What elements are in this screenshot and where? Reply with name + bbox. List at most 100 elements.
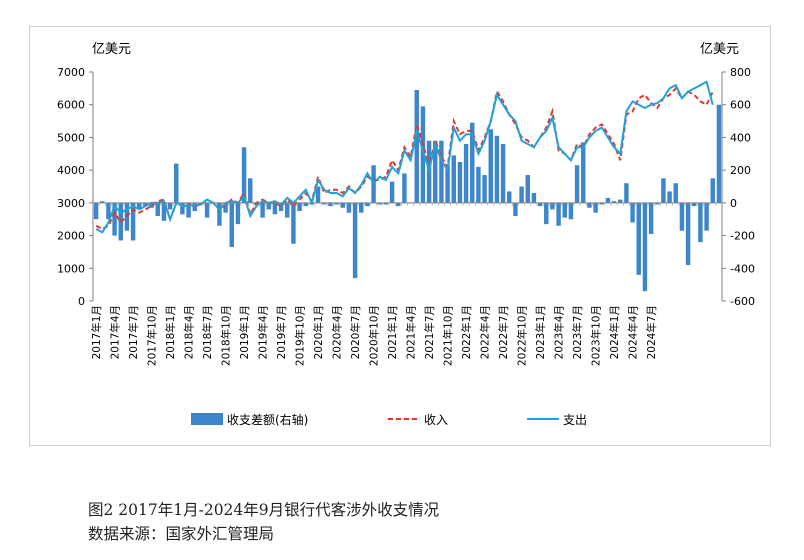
- bar-balance: [174, 163, 179, 203]
- bar-balance: [488, 129, 493, 203]
- x-tick-label: 2021年7月: [423, 305, 436, 359]
- bar-balance: [642, 202, 648, 292]
- bar-balance: [346, 202, 352, 213]
- bar-balance: [359, 202, 364, 213]
- x-tick-label: 2021年4月: [405, 305, 418, 359]
- bar-balance: [180, 202, 185, 215]
- bar-balance: [389, 181, 395, 203]
- bar-balance: [476, 166, 481, 203]
- chart-svg: 亿美元 亿美元 01000200030004000500060007000-60…: [57, 42, 755, 427]
- bar-balance: [155, 202, 160, 216]
- x-tick-label: 2022年10月: [516, 305, 529, 366]
- bar-balance: [667, 191, 672, 203]
- bar-balance: [470, 122, 475, 203]
- bar-balance: [204, 202, 210, 218]
- bar-balance: [494, 135, 500, 203]
- x-tick-label: 2021年1月: [386, 305, 399, 359]
- bar-balance: [525, 175, 530, 203]
- bar-balance: [704, 202, 709, 231]
- bar-balance: [396, 202, 401, 207]
- bar-balance: [149, 202, 154, 208]
- x-tick-label: 2023年1月: [534, 305, 547, 359]
- y-left-tick-label: 5000: [57, 131, 85, 144]
- bar-balance: [716, 104, 722, 203]
- bar-balance: [482, 175, 487, 203]
- bar-balance: [315, 186, 321, 203]
- bar-balance: [235, 202, 241, 225]
- bar-balance: [445, 165, 450, 203]
- x-tick-label: 2020年7月: [349, 305, 362, 359]
- bar-balance: [593, 202, 598, 213]
- y-right-tick-label: 0: [730, 197, 737, 210]
- x-tick-label: 2022年4月: [479, 305, 492, 359]
- bar-balance: [420, 106, 426, 203]
- x-tick-label: 2017年7月: [127, 305, 140, 359]
- bar-balance: [519, 186, 524, 203]
- bar-balance: [328, 202, 333, 207]
- x-tick-label: 2023年10月: [590, 305, 603, 366]
- bar-balance: [679, 202, 685, 231]
- bar-balance: [161, 202, 167, 221]
- x-tick-label: 2020年1月: [312, 305, 325, 359]
- x-tick-label: 2019年1月: [238, 305, 251, 359]
- bar-balance: [340, 202, 345, 208]
- legend-label-expense: 支出: [563, 413, 587, 427]
- x-tick-label: 2020年10月: [368, 305, 381, 366]
- y-right-tick-label: -600: [730, 295, 755, 308]
- bar-balance: [130, 202, 136, 241]
- bar-balance: [402, 173, 407, 203]
- y-left-unit-label: 亿美元: [92, 42, 131, 57]
- x-tick-label: 2022年7月: [497, 305, 510, 359]
- x-tick-label: 2023年7月: [571, 305, 584, 359]
- bar-balance: [106, 202, 111, 220]
- x-tick-label: 2017年4月: [109, 305, 122, 359]
- x-tick-label: 2024年7月: [645, 305, 658, 359]
- x-tick-label: 2019年7月: [275, 305, 288, 359]
- bar-balance: [334, 202, 339, 205]
- bar-balance: [414, 89, 419, 203]
- bar-balance: [352, 202, 358, 279]
- y-right-tick-label: -400: [730, 262, 755, 275]
- y-left-tick-label: 3000: [57, 197, 85, 210]
- bar-balance: [377, 202, 382, 205]
- y-right-tick-label: 800: [730, 66, 751, 79]
- bar-balance: [544, 202, 549, 225]
- bar-balance: [266, 202, 271, 210]
- bar-balance: [143, 202, 148, 207]
- bar-balance: [297, 202, 302, 212]
- bar-balance: [673, 183, 678, 203]
- bar-balance: [507, 191, 512, 203]
- bar-balance: [285, 202, 290, 218]
- bar-balance: [655, 202, 660, 205]
- bar-balance: [574, 165, 580, 203]
- x-tick-label: 2024年4月: [627, 305, 640, 359]
- legend-label-balance: 收支差额(右轴): [227, 412, 308, 427]
- bar-balance: [248, 178, 253, 203]
- x-tick-label: 2017年10月: [146, 305, 159, 366]
- x-tick-label: 2018年1月: [164, 305, 177, 359]
- line-expense: [95, 80, 714, 234]
- bar-balance: [513, 202, 518, 216]
- bar-balance: [531, 193, 537, 203]
- bar-balance: [137, 202, 142, 210]
- y-right-tick-label: 400: [730, 131, 751, 144]
- bar-balance: [587, 202, 592, 208]
- bar-balance: [223, 202, 228, 213]
- x-tick-label: 2020年4月: [331, 305, 344, 359]
- y-right-tick-label: -200: [730, 230, 755, 243]
- x-tick-label: 2018年7月: [201, 305, 214, 359]
- bar-balance: [636, 202, 641, 275]
- bar-balance: [562, 202, 567, 218]
- figure-caption: 图2 2017年1月-2024年9月银行代客涉外收支情况: [88, 501, 440, 519]
- bar-balance: [463, 143, 469, 203]
- bar-balance: [611, 201, 617, 203]
- x-tick-label: 2019年4月: [257, 305, 270, 359]
- bar-balance: [648, 202, 654, 234]
- y-left-tick-label: 2000: [57, 230, 85, 243]
- y-left-tick-label: 0: [78, 295, 85, 308]
- bar-balance: [556, 202, 561, 226]
- bar-balance: [241, 147, 247, 203]
- bar-balance: [365, 202, 370, 207]
- x-tick-label: 2018年4月: [183, 305, 196, 359]
- y-left-tick-label: 4000: [57, 164, 85, 177]
